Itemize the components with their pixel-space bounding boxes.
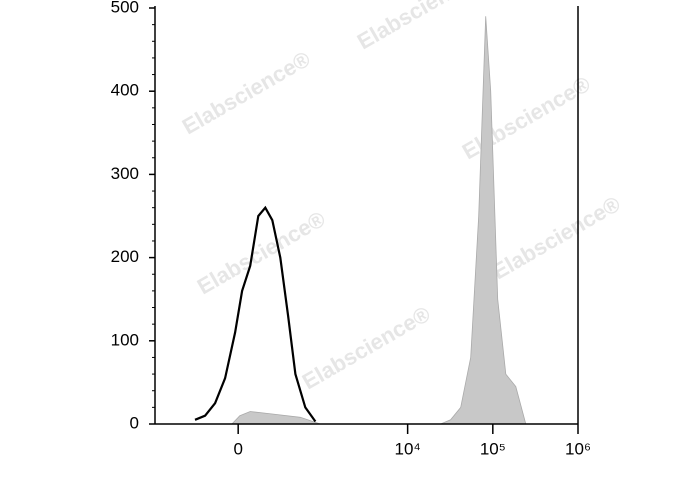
y-tick-label: 500 (111, 0, 139, 16)
watermark: Elabscience® (458, 71, 595, 164)
watermark: Elabscience® (488, 191, 625, 284)
y-tick-label: 400 (111, 81, 139, 100)
y-tick-label: 100 (111, 330, 139, 349)
histogram-area (231, 16, 527, 425)
x-tick-label: 10⁴ (395, 439, 421, 458)
histogram-line (194, 205, 317, 423)
watermark: Elabscience® (193, 206, 330, 299)
x-tick-label: 10⁶ (565, 439, 591, 458)
watermark: Elabscience® (353, 0, 490, 54)
watermarks: Elabscience® Elabscience® Elabscience® E… (178, 0, 625, 394)
y-tick-label: 300 (111, 164, 139, 183)
y-tick-label: 0 (130, 413, 139, 432)
y-tick-label: 200 (111, 247, 139, 266)
x-tick-label: 0 (233, 439, 242, 458)
watermark: Elabscience® (298, 301, 435, 394)
watermark: Elabscience® (178, 46, 315, 139)
x-tick-label: 10⁵ (480, 439, 506, 458)
